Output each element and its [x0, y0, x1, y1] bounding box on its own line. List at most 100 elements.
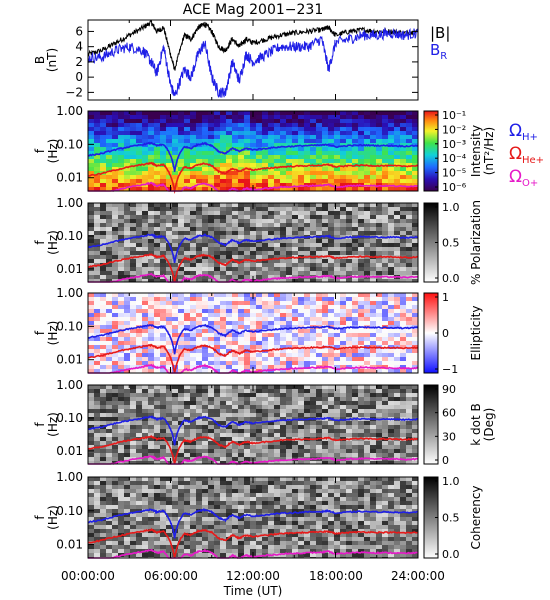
spectrogram-cell: [322, 167, 328, 171]
spectrogram-cell: [388, 309, 394, 313]
spectrogram-cell: [166, 365, 172, 369]
spectrogram-cell: [118, 171, 124, 175]
spectrogram-cell: [406, 131, 412, 135]
spectrogram-cell: [154, 429, 160, 433]
spectrogram-cell: [208, 489, 214, 493]
spectrogram-cell: [100, 357, 106, 361]
spectrogram-cell: [334, 183, 340, 187]
spectrogram-cell: [190, 341, 196, 345]
spectrogram-cell: [334, 385, 340, 389]
spectrogram-cell: [280, 353, 286, 357]
spectrogram-cell: [184, 437, 190, 441]
spectrogram-cell: [256, 341, 262, 345]
spectrogram-cell: [88, 417, 94, 421]
spectrogram-cell: [394, 259, 400, 263]
spectrogram-cell: [154, 361, 160, 365]
spectrogram-cell: [226, 341, 232, 345]
spectrogram-cell: [220, 179, 226, 183]
spectrogram-cell: [346, 365, 352, 369]
spectrogram-cell: [388, 171, 394, 175]
spectrogram-cell: [382, 313, 388, 317]
spectrogram-cell: [358, 333, 364, 337]
y-tick-label: 0.10: [56, 229, 83, 243]
spectrogram-cell: [88, 227, 94, 231]
spectrogram-cell: [364, 369, 370, 373]
spectrogram-cell: [154, 337, 160, 341]
spectrogram-cell: [412, 155, 418, 159]
spectrogram-cell: [256, 389, 262, 393]
y-axis-label: f: [33, 240, 47, 245]
spectrogram-cell: [286, 123, 292, 127]
spectrogram-cell: [340, 397, 346, 401]
spectrogram-cell: [346, 203, 352, 207]
spectrogram-cell: [268, 223, 274, 227]
spectrogram-cell: [274, 163, 280, 167]
spectrogram-cell: [226, 179, 232, 183]
spectrogram-cell: [142, 457, 148, 461]
spectrogram-cell: [412, 111, 418, 115]
spectrogram-cell: [118, 477, 124, 481]
spectrogram-cell: [94, 239, 100, 243]
spectrogram-cell: [238, 425, 244, 429]
spectrogram-cell: [394, 127, 400, 131]
spectrogram-cell: [154, 313, 160, 317]
spectrogram-cell: [382, 239, 388, 243]
spectrogram-cell: [106, 321, 112, 325]
spectrogram-cell: [220, 341, 226, 345]
spectrogram-cell: [94, 441, 100, 445]
spectrogram-cell: [100, 441, 106, 445]
spectrogram-cell: [244, 267, 250, 271]
spectrogram-cell: [94, 309, 100, 313]
spectrogram-cell: [184, 271, 190, 275]
spectrogram-cell: [244, 333, 250, 337]
spectrogram-cell: [352, 251, 358, 255]
spectrogram-cell: [214, 357, 220, 361]
spectrogram-cell: [220, 345, 226, 349]
spectrogram-cell: [184, 441, 190, 445]
spectrogram-cell: [334, 119, 340, 123]
spectrogram-cell: [100, 325, 106, 329]
spectrogram-cell: [148, 135, 154, 139]
spectrogram-cell: [370, 301, 376, 305]
spectrogram-cell: [352, 207, 358, 211]
spectrogram-cell: [136, 187, 142, 191]
spectrogram-cell: [184, 433, 190, 437]
spectrogram-cell: [340, 353, 346, 357]
spectrogram-cell: [412, 397, 418, 401]
spectrogram-cell: [286, 271, 292, 275]
spectrogram-cell: [148, 345, 154, 349]
spectrogram-cell: [154, 239, 160, 243]
spectrogram-cell: [166, 215, 172, 219]
spectrogram-cell: [388, 361, 394, 365]
spectrogram-cell: [406, 143, 412, 147]
spectrogram-cell: [340, 251, 346, 255]
spectrogram-cell: [340, 393, 346, 397]
spectrogram-cell: [412, 413, 418, 417]
spectrogram-cell: [220, 301, 226, 305]
spectrogram-cell: [244, 309, 250, 313]
spectrogram-cell: [328, 413, 334, 417]
spectrogram-cell: [304, 147, 310, 151]
spectrogram-cell: [154, 297, 160, 301]
spectrogram-cell: [322, 389, 328, 393]
spectrogram-cell: [310, 337, 316, 341]
gyrofrequency-line-Hplus: [87, 323, 419, 355]
spectrogram-cell: [166, 441, 172, 445]
spectrogram-cell: [106, 267, 112, 271]
spectrogram-cell: [136, 445, 142, 449]
spectrogram-cell: [310, 361, 316, 365]
spectrogram-cell: [232, 155, 238, 159]
spectrogram-cell: [184, 409, 190, 413]
spectrogram-cell: [304, 341, 310, 345]
spectrogram-cell: [256, 203, 262, 207]
spectrogram-cell: [118, 263, 124, 267]
spectrogram-cell: [316, 321, 322, 325]
spectrogram-cell: [184, 405, 190, 409]
spectrogram-cell: [220, 349, 226, 353]
spectrogram-cell: [208, 329, 214, 333]
spectrogram-cell: [352, 333, 358, 337]
spectrogram-cell: [190, 159, 196, 163]
y-axis-unit: (Hz): [46, 321, 60, 346]
spectrogram-cell: [112, 405, 118, 409]
spectrogram-cell: [382, 341, 388, 345]
